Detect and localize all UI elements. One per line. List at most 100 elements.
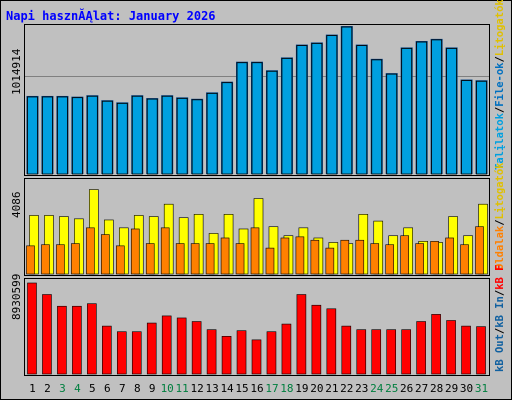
visits-legend: Oldalak/Lįtogatók — [494, 162, 506, 270]
visits-panel: 4086 — [10, 178, 490, 276]
day-label: 21 — [325, 382, 338, 395]
pages-bar — [355, 239, 365, 275]
files-bar — [281, 58, 293, 175]
files-bar — [191, 99, 203, 175]
files-bar — [476, 80, 487, 175]
files-bar — [131, 95, 143, 175]
files-bar — [266, 70, 278, 175]
pages-bar — [41, 244, 50, 275]
day-label: 22 — [340, 382, 353, 395]
day-label: 3 — [59, 382, 66, 395]
pages-bar — [86, 227, 95, 275]
kb-bar — [57, 305, 67, 375]
files-bar — [251, 62, 263, 175]
kb-bar — [461, 325, 471, 375]
kb-bar — [281, 323, 292, 375]
files-bar — [71, 97, 83, 175]
legend-part: kB In — [494, 296, 506, 328]
pages-bar — [175, 243, 185, 275]
kb-bar — [266, 331, 277, 375]
legend-part: kB Out — [494, 334, 506, 372]
legend-part: Lįtogatók — [494, 0, 506, 56]
kb-ymax-label: 8930599 — [10, 274, 23, 320]
kb-bar — [102, 325, 112, 375]
files-bar — [371, 59, 383, 175]
day-label: 17 — [265, 382, 278, 395]
files-bar — [326, 35, 338, 175]
kb-bar — [191, 321, 202, 375]
pages-bar — [310, 239, 320, 275]
legend-part: / — [494, 56, 506, 62]
legend-part: / — [494, 219, 506, 225]
kb-bar — [42, 294, 52, 375]
pages-bar — [430, 241, 439, 275]
files-bar — [446, 48, 457, 175]
day-label: 4 — [74, 382, 81, 395]
pages-bar — [295, 236, 305, 275]
kb-bar — [416, 321, 426, 375]
pages-bar — [415, 243, 424, 275]
pages-bar — [71, 243, 80, 275]
files-bar — [296, 45, 308, 175]
kb-bar — [161, 315, 172, 375]
day-label: 12 — [191, 382, 204, 395]
legend-part: / — [494, 290, 506, 296]
files-bar — [206, 92, 218, 175]
files-bar — [386, 73, 398, 175]
day-label: 29 — [445, 382, 458, 395]
files-bar — [146, 98, 158, 175]
files-bar — [416, 41, 428, 175]
pages-bar — [265, 247, 275, 275]
pages-bar — [250, 227, 260, 275]
hits-legend: Talįlatok/File-ok/Lįtogatók — [494, 0, 506, 170]
kb-bar — [236, 330, 247, 375]
kb-bar — [311, 304, 322, 375]
legend-part: / — [494, 328, 506, 334]
files-bar — [401, 48, 413, 175]
day-label: 15 — [235, 382, 248, 395]
visits-ymax-label: 4086 — [10, 192, 23, 219]
legend-part: / — [494, 107, 506, 113]
files-bar — [341, 26, 353, 175]
kb-bar — [326, 308, 337, 375]
pages-bar — [340, 239, 350, 275]
kb-bar — [146, 322, 157, 375]
kb-bar — [87, 303, 97, 375]
day-label: 10 — [161, 382, 174, 395]
day-label: 7 — [119, 382, 126, 395]
day-label: 28 — [430, 382, 443, 395]
kb-bar — [401, 329, 411, 375]
hits-ymax-label: 1014914 — [10, 48, 23, 95]
pages-bar — [385, 244, 395, 275]
day-label: 18 — [280, 382, 293, 395]
kb-bar — [341, 325, 352, 375]
day-label: 16 — [250, 382, 263, 395]
files-bar — [461, 80, 472, 175]
files-bar — [27, 96, 38, 175]
kb-bar — [356, 329, 367, 375]
pages-bar — [56, 244, 65, 275]
kb-panel: 8930599 — [10, 274, 490, 376]
pages-bar — [115, 245, 125, 275]
files-bar — [86, 95, 98, 175]
chart-title: Napi hasznĂĄlat: January 2026 — [6, 8, 216, 23]
day-label: 24 — [370, 382, 384, 395]
pages-bar — [235, 243, 245, 275]
kb-legend: kB Out/kB In/kB F — [494, 265, 506, 373]
files-bar — [42, 96, 53, 175]
day-label: 31 — [475, 382, 488, 395]
kb-bar — [72, 305, 82, 375]
kb-bar — [221, 335, 232, 375]
day-label: 14 — [220, 382, 234, 395]
day-label: 5 — [89, 382, 96, 395]
day-label: 30 — [460, 382, 473, 395]
pages-bar — [101, 234, 110, 275]
pages-bar — [205, 243, 215, 275]
day-labels: 1 2 3 4 5 6 7 8 9 10 11 12 13 14 15 16 17 18 19 20 21 22 23 24 2… — [29, 382, 488, 395]
pages-bar — [370, 243, 380, 275]
day-label: 13 — [205, 382, 218, 395]
pages-bar — [280, 237, 290, 275]
hits-panel: 1014914 — [10, 24, 490, 176]
kb-bar — [131, 331, 142, 375]
